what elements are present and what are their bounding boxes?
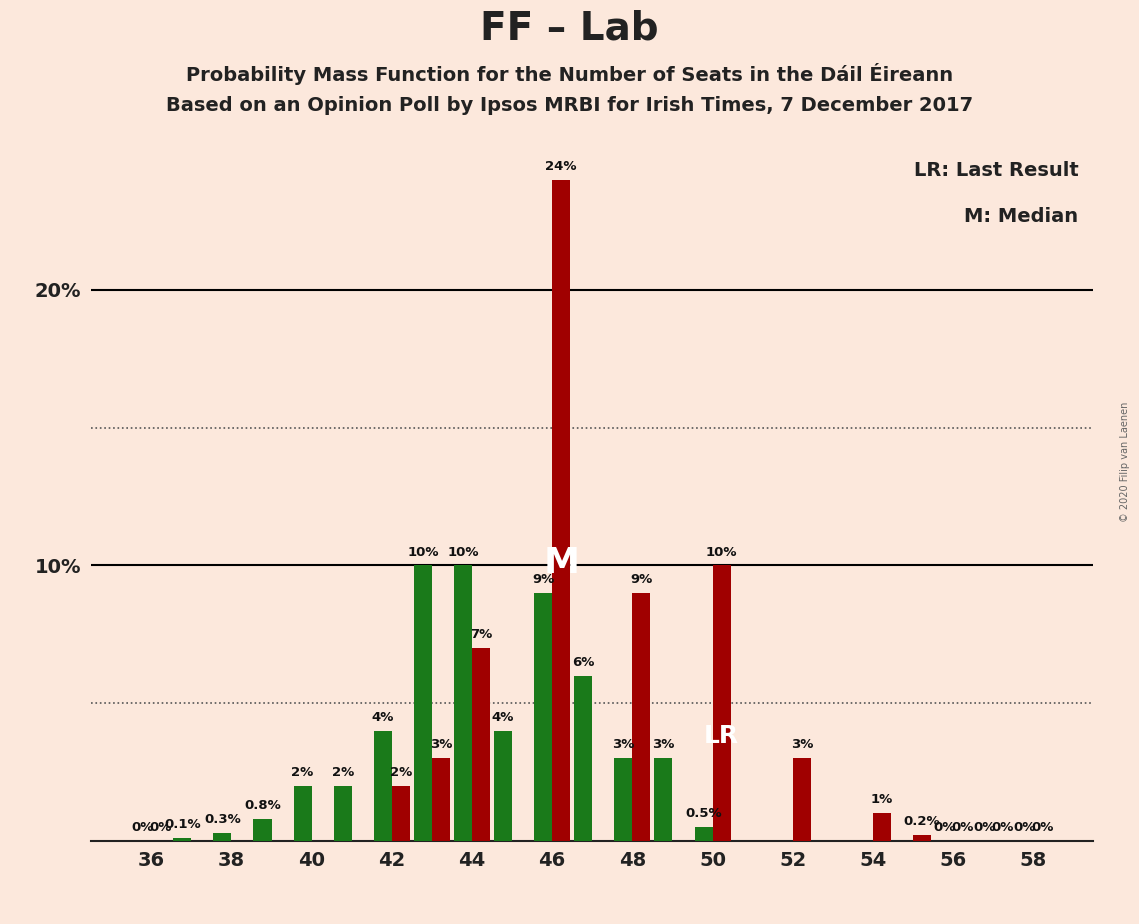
Text: 3%: 3%: [612, 738, 634, 751]
Bar: [574, 675, 592, 841]
Bar: [695, 827, 713, 841]
Bar: [614, 759, 632, 841]
Text: M: Median: M: Median: [965, 207, 1079, 226]
Text: 10%: 10%: [706, 545, 737, 558]
Text: 0%: 0%: [973, 821, 995, 834]
Text: 0.5%: 0.5%: [686, 808, 722, 821]
Bar: [254, 819, 271, 841]
Text: 3%: 3%: [790, 738, 813, 751]
Text: LR: Last Result: LR: Last Result: [913, 161, 1079, 179]
Text: 9%: 9%: [630, 573, 653, 586]
Text: 10%: 10%: [407, 545, 439, 558]
Text: 2%: 2%: [390, 766, 412, 779]
Text: M: M: [543, 546, 580, 580]
Bar: [913, 835, 931, 841]
Text: 0%: 0%: [149, 821, 172, 834]
Bar: [294, 785, 312, 841]
Bar: [472, 648, 490, 841]
Bar: [392, 785, 410, 841]
Text: 2%: 2%: [331, 766, 354, 779]
Bar: [713, 565, 730, 841]
Bar: [213, 833, 231, 841]
Text: Based on an Opinion Poll by Ipsos MRBI for Irish Times, 7 December 2017: Based on an Opinion Poll by Ipsos MRBI f…: [166, 96, 973, 115]
Text: 4%: 4%: [492, 711, 515, 723]
Bar: [374, 731, 392, 841]
Text: 3%: 3%: [653, 738, 674, 751]
Text: 4%: 4%: [371, 711, 394, 723]
Bar: [432, 759, 450, 841]
Bar: [632, 593, 650, 841]
Bar: [534, 593, 552, 841]
Bar: [454, 565, 472, 841]
Text: 0.8%: 0.8%: [244, 799, 281, 812]
Text: 9%: 9%: [532, 573, 555, 586]
Text: FF – Lab: FF – Lab: [481, 10, 658, 48]
Text: LR: LR: [704, 724, 739, 748]
Text: 0%: 0%: [131, 821, 154, 834]
Text: 0%: 0%: [1031, 821, 1054, 834]
Bar: [173, 838, 191, 841]
Text: 1%: 1%: [871, 794, 893, 807]
Text: 0%: 0%: [1013, 821, 1035, 834]
Text: © 2020 Filip van Laenen: © 2020 Filip van Laenen: [1121, 402, 1130, 522]
Text: 10%: 10%: [448, 545, 478, 558]
Text: 0.3%: 0.3%: [204, 813, 240, 826]
Text: 3%: 3%: [429, 738, 452, 751]
Text: 2%: 2%: [292, 766, 313, 779]
Text: 24%: 24%: [546, 160, 577, 173]
Bar: [334, 785, 352, 841]
Text: 0.2%: 0.2%: [903, 816, 941, 829]
Bar: [793, 759, 811, 841]
Bar: [872, 813, 891, 841]
Text: 0%: 0%: [991, 821, 1014, 834]
Text: 0%: 0%: [933, 821, 956, 834]
Text: 0%: 0%: [951, 821, 974, 834]
Bar: [655, 759, 672, 841]
Text: 7%: 7%: [470, 628, 492, 641]
Text: Probability Mass Function for the Number of Seats in the Dáil Éireann: Probability Mass Function for the Number…: [186, 64, 953, 85]
Bar: [552, 180, 571, 841]
Bar: [494, 731, 513, 841]
Bar: [413, 565, 432, 841]
Text: 0.1%: 0.1%: [164, 818, 200, 832]
Text: 6%: 6%: [572, 656, 595, 669]
